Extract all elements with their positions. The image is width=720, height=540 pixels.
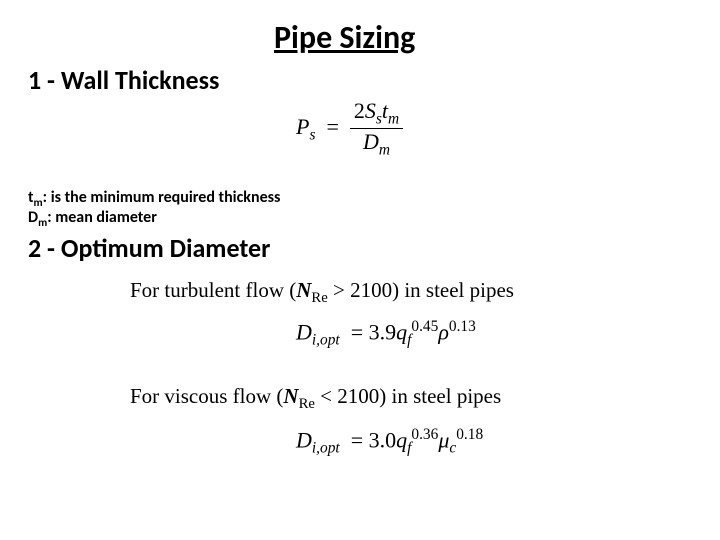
eq2-e1: 0.45: [411, 318, 438, 335]
page-title: Pipe Sizing: [274, 18, 415, 57]
stmt2-sub: Re: [299, 396, 315, 412]
eq2-lhs-sub: i,opt: [312, 332, 340, 349]
note-dm: Dm: mean diameter: [28, 208, 157, 230]
stmt2-pre: For viscous flow (: [130, 384, 283, 408]
statement-turbulent: For turbulent flow (NRe > 2100) in steel…: [130, 278, 514, 307]
eq3-e2: 0.18: [456, 426, 483, 443]
eq2-e2: 0.13: [449, 318, 476, 335]
note-dm-sub: m: [38, 216, 47, 230]
note-dm-var: D: [28, 208, 38, 227]
stmt2-op: <: [315, 384, 337, 408]
eq1-lhs-var: P: [296, 114, 309, 139]
stmt1-val: 2100: [350, 278, 392, 302]
equation-viscous: Di,opt = 3.0qf0.36μc0.18: [296, 426, 483, 458]
eq1-fraction: 2Sstm Dm: [350, 98, 403, 160]
stmt2-val: 2100: [337, 384, 379, 408]
stmt1-sub: Re: [311, 290, 327, 306]
eq2-v1: q: [396, 319, 407, 344]
eq3-lhs-sub: i,opt: [312, 440, 340, 457]
stmt1-pre: For turbulent flow (: [130, 278, 296, 302]
note-dm-rest: : mean diameter: [47, 208, 157, 227]
section-1-heading: 1 - Wall Thickness: [28, 64, 219, 96]
eq2-lhs-var: D: [296, 319, 312, 344]
eq3-coef: 3.0: [369, 427, 397, 452]
eq1-num-sub2: m: [388, 110, 399, 127]
note-tm: tm: is the minimum required thickness: [28, 188, 280, 210]
stmt1-var: N: [296, 278, 311, 302]
eq3-v2: μ: [438, 427, 449, 452]
statement-viscous: For viscous flow (NRe < 2100) in steel p…: [130, 384, 501, 413]
equation-wall-thickness: Ps = 2Sstm Dm: [296, 98, 403, 160]
stmt1-op: >: [328, 278, 350, 302]
eq1-num-coef: 2: [354, 98, 365, 123]
eq1-den-sub: m: [379, 142, 390, 159]
eq1-lhs-sub: s: [309, 126, 315, 143]
note-tm-rest: : is the minimum required thickness: [43, 188, 281, 207]
equation-turbulent: Di,opt = 3.9qf0.45ρ0.13: [296, 318, 476, 350]
section-2-heading: 2 - Optimum Diameter: [28, 232, 270, 264]
eq3-lhs-var: D: [296, 427, 312, 452]
eq1-den-var: D: [363, 129, 379, 154]
eq3-e1: 0.36: [411, 426, 438, 443]
eq2-v2: ρ: [438, 319, 449, 344]
stmt2-post: ) in steel pipes: [379, 384, 501, 408]
eq3-v1: q: [396, 427, 407, 452]
eq1-num-var1: S: [365, 98, 376, 123]
stmt2-var: N: [283, 384, 298, 408]
stmt1-post: ) in steel pipes: [392, 278, 514, 302]
eq2-coef: 3.9: [369, 319, 397, 344]
